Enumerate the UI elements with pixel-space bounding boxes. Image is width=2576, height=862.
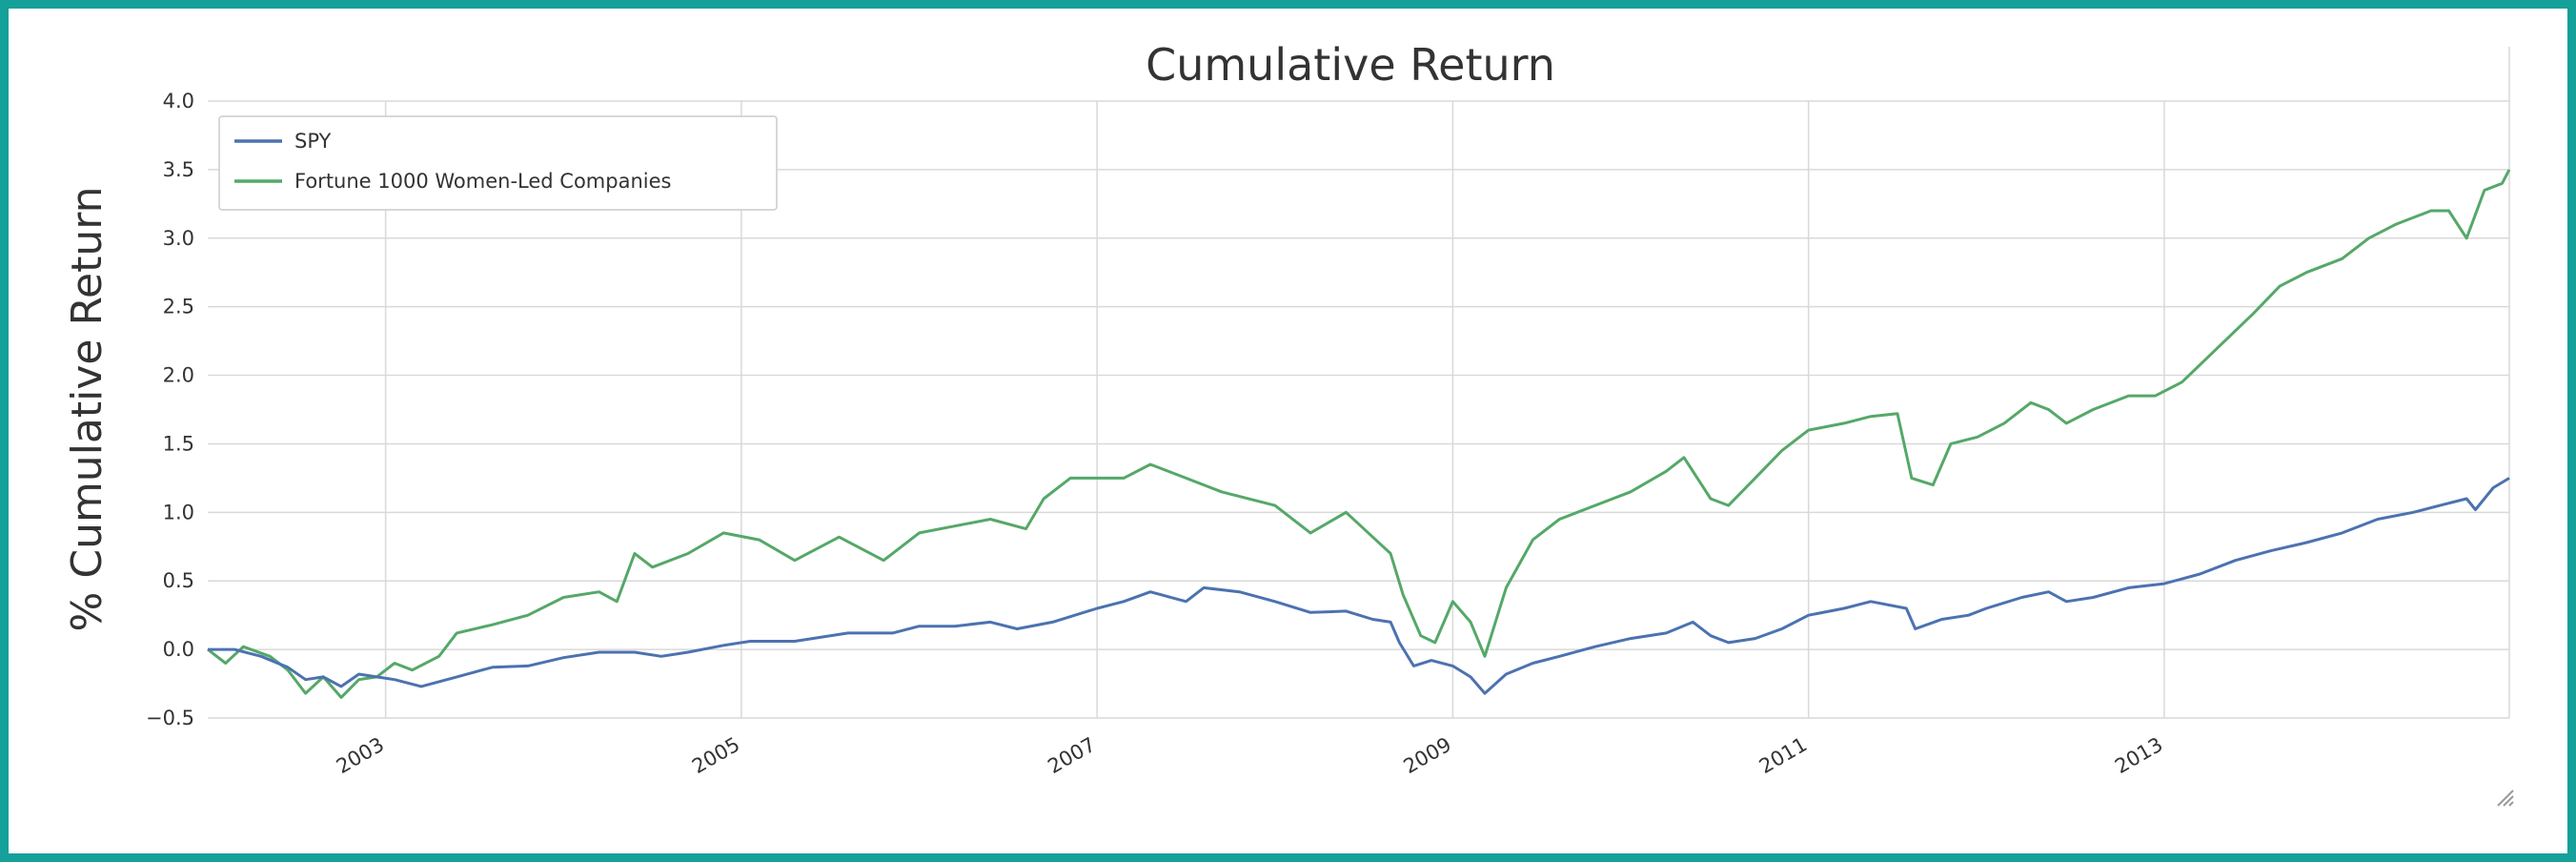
y-tick-label: 4.0 <box>163 90 194 113</box>
legend-box <box>218 115 778 211</box>
legend-label: Fortune 1000 Women-Led Companies <box>294 170 671 193</box>
y-tick-label: 0.0 <box>163 638 194 661</box>
series-line <box>207 169 2511 699</box>
y-tick-label: 3.0 <box>163 227 194 250</box>
x-tick-label: 2009 <box>1400 733 1455 779</box>
legend: SPY Fortune 1000 Women-Led Companies <box>218 115 778 211</box>
series-line <box>208 477 2510 695</box>
x-tick-label: 2013 <box>2111 733 2166 779</box>
cumulative-return-chart: 2003 2005 2007 2009 2011 2013 −0.5 0.0 0.5 1.0 1.… <box>63 39 2514 807</box>
y-tick-label: 3.5 <box>163 158 194 181</box>
y-axis-label: % Cumulative Return <box>63 187 112 632</box>
y-tick-label: 1.0 <box>163 501 194 523</box>
x-tick-label: 2007 <box>1044 733 1099 779</box>
chart-title: Cumulative Return <box>1146 39 1555 91</box>
resize-handle-icon[interactable] <box>2497 790 2514 807</box>
x-tick-label: 2003 <box>333 733 388 779</box>
y-tick-label: 2.5 <box>163 296 194 318</box>
y-tick-labels: −0.5 0.0 0.5 1.0 1.5 2.0 2.5 3.0 3.5 4.0 <box>146 90 194 729</box>
y-tick-label: 0.5 <box>163 569 194 592</box>
series-lines <box>207 169 2511 699</box>
legend-label: SPY <box>294 130 332 153</box>
y-tick-label: 2.0 <box>163 364 194 387</box>
y-tick-label: −0.5 <box>146 707 194 729</box>
x-tick-label: 2005 <box>688 733 743 779</box>
x-tick-label: 2011 <box>1755 733 1811 779</box>
x-tick-labels: 2003 2005 2007 2009 2011 2013 <box>333 733 2167 779</box>
y-tick-label: 1.5 <box>163 432 194 455</box>
